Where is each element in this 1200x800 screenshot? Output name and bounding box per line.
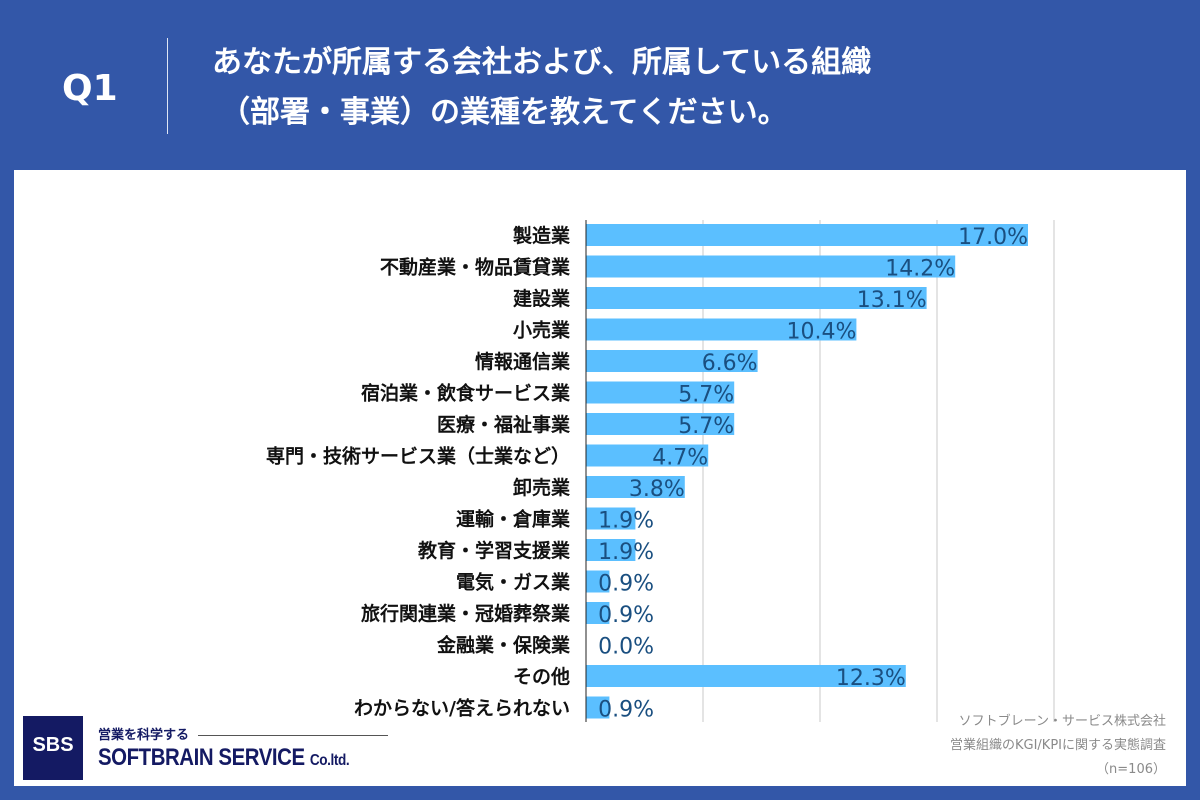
bar xyxy=(586,255,956,278)
data-label: 0.9% xyxy=(598,698,654,723)
category-label: 製造業 xyxy=(512,224,571,247)
category-label: 旅行関連業・冠婚葬祭業 xyxy=(361,602,571,625)
bar xyxy=(586,224,1028,246)
category-label: わからない/答えられない xyxy=(354,697,570,720)
category-label: 教育・学習支援業 xyxy=(418,539,571,562)
tagline-rule xyxy=(198,735,388,736)
question-title: あなたが所属する会社および、所属している組織 （部署・事業）の業種を教えてくださ… xyxy=(212,38,871,138)
data-label: 10.4% xyxy=(787,320,857,345)
data-label: 3.8% xyxy=(629,477,685,502)
bar xyxy=(586,665,906,687)
brand-main: SOFTBRAIN SERVICE xyxy=(98,744,305,771)
category-label: その他 xyxy=(513,665,570,688)
data-label: 5.7% xyxy=(678,383,734,408)
company-logo: SBS xyxy=(23,716,83,780)
bar xyxy=(586,602,610,624)
category-label: 宿泊業・飲食サービス業 xyxy=(361,382,571,405)
tagline: 営業を科学する xyxy=(98,728,190,743)
category-label: 専門・技術サービス業（士業など） xyxy=(266,445,570,468)
bar xyxy=(586,476,685,498)
data-label: 14.2% xyxy=(885,257,955,282)
source-survey: 営業組織のKGI/KPIに関する実態調査 xyxy=(949,738,1166,753)
category-label: 運輸・倉庫業 xyxy=(456,508,571,531)
data-label: 6.6% xyxy=(702,351,758,376)
data-label: 0.9% xyxy=(598,572,654,597)
data-label: 0.0% xyxy=(598,635,654,660)
category-label: 不動産業・物品賃貸業 xyxy=(380,256,571,279)
bar xyxy=(586,381,735,404)
sample-size: （n=106） xyxy=(1096,762,1166,777)
source-company: ソフトブレーン・サービス株式会社 xyxy=(958,714,1166,729)
bar xyxy=(586,696,610,719)
bar xyxy=(586,350,758,372)
data-label: 17.0% xyxy=(958,225,1028,250)
bar xyxy=(586,539,636,561)
category-label: 建設業 xyxy=(513,287,571,310)
divider xyxy=(167,38,168,134)
data-label: 5.7% xyxy=(678,414,734,439)
category-label: 情報通信業 xyxy=(475,350,571,373)
data-label: 12.3% xyxy=(836,666,906,691)
bar xyxy=(586,570,610,593)
data-label: 4.7% xyxy=(652,446,708,471)
data-label: 1.9% xyxy=(598,540,654,565)
bar xyxy=(586,444,709,467)
bar xyxy=(586,287,927,309)
source-note: ソフトブレーン・サービス株式会社 営業組織のKGI/KPIに関する実態調査 （n… xyxy=(950,710,1166,782)
brand-suffix: Co.ltd. xyxy=(309,752,350,769)
question-number: Q1 xyxy=(62,68,118,109)
data-label: 1.9% xyxy=(598,509,654,534)
category-label: 金融業・保険業 xyxy=(436,634,571,657)
data-label: 13.1% xyxy=(857,288,927,313)
brand-name: SOFTBRAIN SERVICE Co.ltd. xyxy=(98,744,350,772)
data-label: 0.9% xyxy=(598,603,654,628)
category-label: 小売業 xyxy=(513,319,571,342)
category-label: 医療・福祉事業 xyxy=(437,413,571,436)
bar xyxy=(586,507,636,530)
category-label: 卸売業 xyxy=(513,476,571,499)
title-line-2: （部署・事業）の業種を教えてください。 xyxy=(220,95,788,130)
title-line-1: あなたが所属する会社および、所属している組織 xyxy=(212,45,872,80)
category-label: 電気・ガス業 xyxy=(456,571,571,594)
bar xyxy=(586,318,857,341)
bar xyxy=(586,413,735,435)
